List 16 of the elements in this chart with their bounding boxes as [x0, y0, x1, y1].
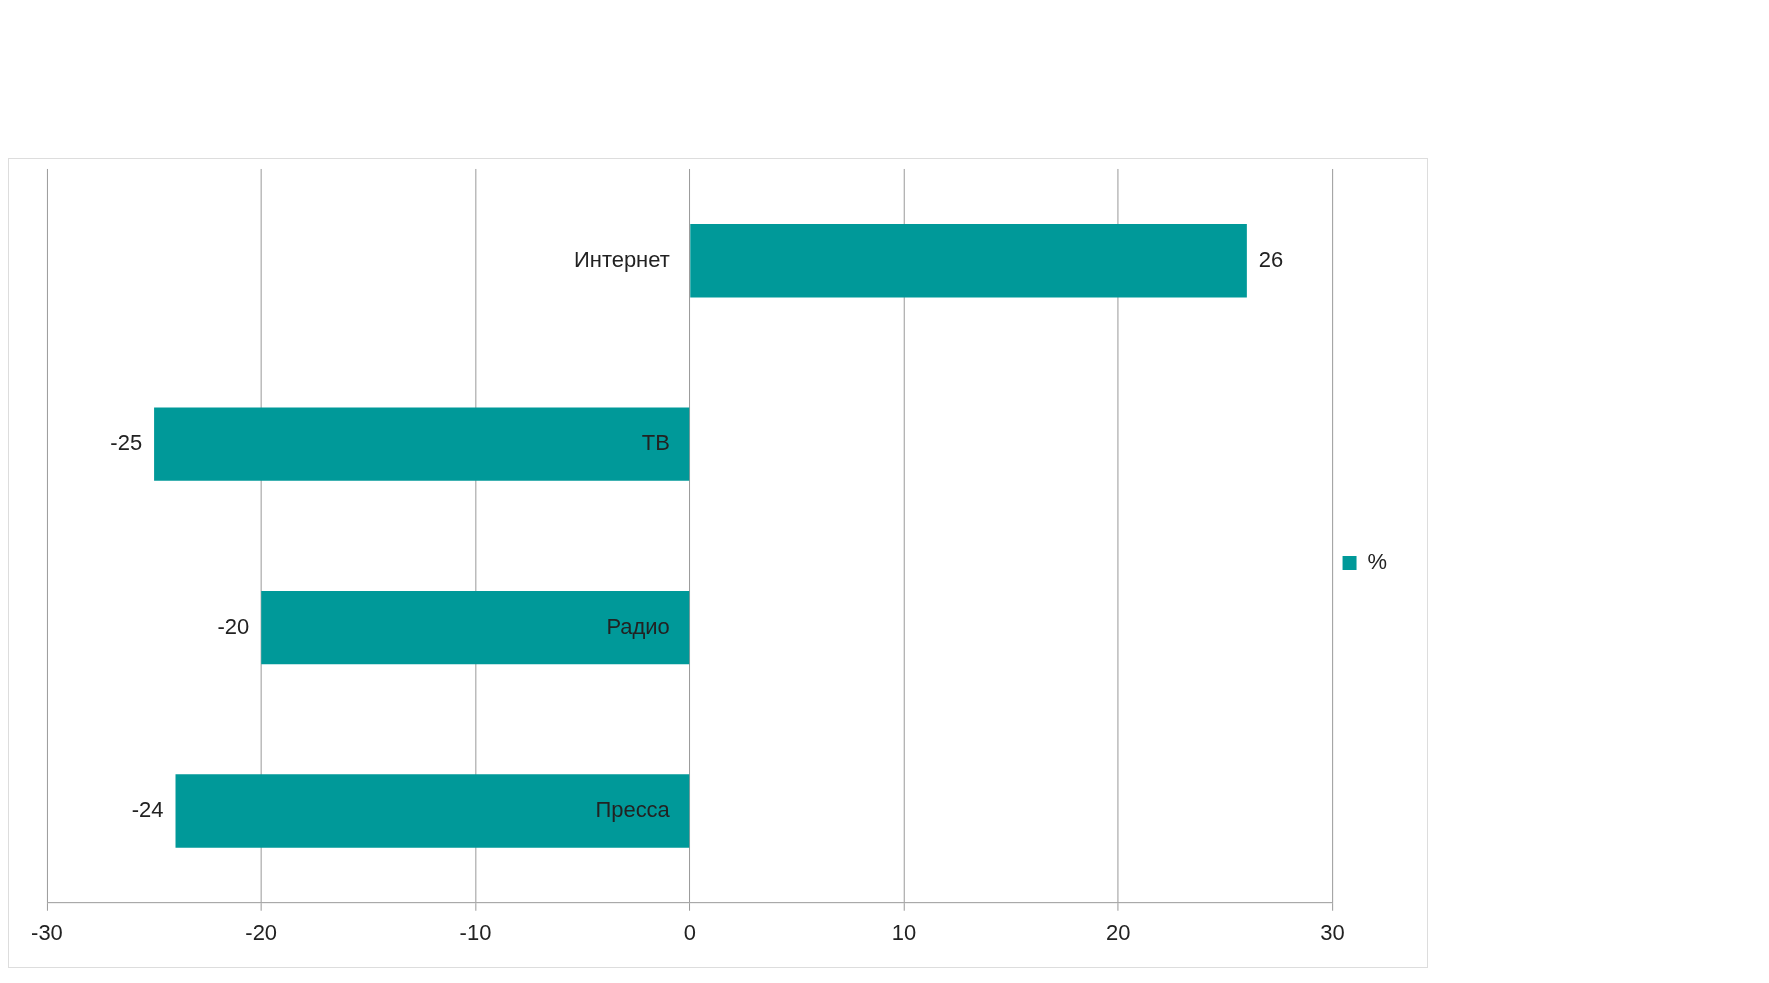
x-tick-label: -20	[245, 919, 278, 945]
y-tick-label: Интернет	[574, 246, 670, 272]
x-tick-label: -30	[31, 919, 63, 945]
x-tick-label: 20	[1106, 919, 1131, 945]
x-tick-label: 10	[891, 919, 917, 945]
data-label: -25	[110, 430, 143, 456]
data-label: -20	[217, 613, 250, 639]
x-tick-label: -10	[459, 919, 492, 945]
y-tick-label: Пресса	[595, 797, 671, 823]
data-label: 26	[1258, 246, 1284, 272]
y-tick-label: ТВ	[641, 430, 670, 456]
x-tick-label: 30	[1320, 919, 1345, 945]
legend-label: %	[1367, 549, 1388, 575]
y-tick-label: Радио	[606, 613, 670, 639]
data-label: -24	[131, 797, 164, 823]
x-tick-label: 0	[683, 919, 696, 945]
